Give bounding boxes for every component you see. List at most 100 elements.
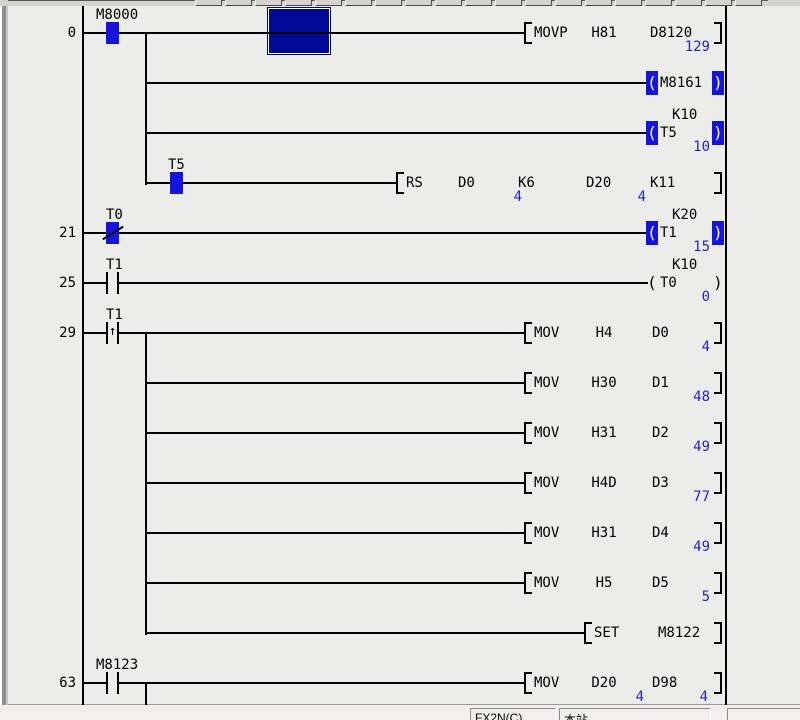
instruction-mnemonic[interactable]: MOV (534, 675, 560, 691)
instruction-operand[interactable]: D20 (586, 175, 612, 191)
coil-open-paren-energized[interactable] (646, 71, 658, 95)
wire-segment (118, 282, 648, 284)
contact-label: M8000 (96, 7, 139, 23)
contact-no[interactable] (106, 272, 119, 294)
instruction-operand[interactable]: H30 (591, 375, 617, 391)
toolbar-button[interactable] (255, 0, 282, 6)
instruction-operand[interactable]: M8122 (658, 625, 701, 641)
instruction-operand[interactable]: D98 (652, 675, 678, 691)
instruction-open-bracket (396, 172, 404, 194)
contact-label: M8123 (96, 657, 139, 673)
coil-close-paren[interactable] (712, 271, 724, 295)
contact-label: T1 (106, 307, 123, 323)
coil-close-paren-energized[interactable] (712, 121, 724, 145)
instruction-open-bracket (524, 472, 532, 494)
rung: 25 T1 K10 T0 0 (0, 256, 800, 306)
instruction-operand[interactable]: K11 (650, 175, 676, 191)
rung: SET M8122 (0, 606, 800, 656)
selection-cursor[interactable] (268, 8, 330, 54)
instruction-operand[interactable]: H4 (595, 325, 613, 341)
instruction-mnemonic[interactable]: MOV (534, 525, 560, 541)
instruction-operand[interactable]: H5 (595, 575, 613, 591)
coil-open-paren-energized[interactable] (646, 121, 658, 145)
coil-device[interactable]: T1 (660, 225, 677, 241)
toolbar-button[interactable] (345, 0, 372, 6)
instruction-operand[interactable]: D3 (652, 475, 669, 491)
toolbar-button[interactable] (645, 0, 672, 6)
instruction-mnemonic[interactable]: MOV (534, 575, 560, 591)
rung: K10 T5 10 (0, 106, 800, 156)
contact-no-energized[interactable] (170, 172, 183, 194)
monitor-value: 129 (684, 39, 710, 55)
rung: T5 RS D0 K6 D20 K11 4 4 (0, 156, 800, 206)
instruction-close-bracket (714, 172, 722, 194)
toolbar-button[interactable] (375, 0, 402, 6)
coil-close-paren-energized[interactable] (712, 71, 724, 95)
toolbar-button[interactable] (495, 0, 522, 6)
toolbar-button[interactable] (195, 0, 222, 6)
instruction-operand[interactable]: D20 (591, 675, 617, 691)
instruction-operand[interactable]: D0 (652, 325, 669, 341)
instruction-operand[interactable]: K6 (518, 175, 535, 191)
instruction-mnemonic[interactable]: RS (406, 175, 423, 191)
instruction-operand[interactable]: D0 (458, 175, 475, 191)
instruction-open-bracket (524, 422, 532, 444)
instruction-operand[interactable]: D5 (652, 575, 669, 591)
instruction-operand[interactable]: H31 (591, 425, 617, 441)
instruction-close-bracket (714, 372, 722, 394)
contact-label: T5 (168, 157, 185, 173)
coil-close-paren-energized[interactable] (712, 221, 724, 245)
contact-label: T0 (106, 207, 123, 223)
toolbar-button[interactable] (615, 0, 642, 6)
instruction-operand[interactable]: H31 (591, 525, 617, 541)
instruction-open-bracket (524, 522, 532, 544)
toolbar-button[interactable] (285, 0, 312, 6)
toolbar-button[interactable] (555, 0, 582, 6)
toolbar-button[interactable] (225, 0, 252, 6)
instruction-mnemonic[interactable]: SET (594, 625, 620, 641)
instruction-mnemonic[interactable]: MOV (534, 325, 560, 341)
coil-device[interactable]: T5 (660, 125, 677, 141)
toolbar-button[interactable] (525, 0, 552, 6)
instruction-operand[interactable]: D8120 (650, 25, 693, 41)
step-number: 21 (59, 225, 76, 241)
contact-nc-energized[interactable] (106, 222, 119, 244)
canvas-bottom-edge (0, 704, 800, 705)
toolbar-button[interactable] (435, 0, 462, 6)
monitor-value: 4 (513, 189, 522, 205)
coil-device[interactable]: T0 (660, 275, 677, 291)
coil-open-paren-energized[interactable] (646, 221, 658, 245)
wire-segment (82, 232, 106, 234)
instruction-operand[interactable]: H81 (591, 25, 617, 41)
instruction-operand[interactable]: D4 (652, 525, 669, 541)
instruction-operand[interactable]: H4D (591, 475, 617, 491)
toolbar-button[interactable] (405, 0, 432, 6)
instruction-operand[interactable]: D2 (652, 425, 669, 441)
toolbar-strip (0, 0, 800, 6)
contact-rising-edge[interactable] (106, 322, 119, 344)
contact-no-energized[interactable] (106, 22, 119, 44)
status-extra-panel (727, 708, 800, 720)
instruction-mnemonic[interactable]: MOVP (534, 25, 568, 41)
monitor-value: 48 (693, 389, 710, 405)
instruction-mnemonic[interactable]: MOV (534, 475, 560, 491)
toolbar-button[interactable] (735, 0, 762, 6)
ladder-symbol-toolbar (195, 0, 767, 6)
wire-segment (145, 132, 648, 134)
instruction-close-bracket (714, 422, 722, 444)
rung: M8161 (0, 56, 800, 106)
toolbar-button[interactable] (675, 0, 702, 6)
toolbar-button[interactable] (465, 0, 492, 6)
contact-label: T1 (106, 257, 123, 273)
toolbar-button[interactable] (585, 0, 612, 6)
instruction-open-bracket (524, 22, 532, 44)
toolbar-button[interactable] (315, 0, 342, 6)
monitor-value: 5 (701, 589, 710, 605)
contact-no[interactable] (106, 672, 119, 694)
coil-device[interactable]: M8161 (660, 75, 703, 91)
monitor-value: 4 (637, 189, 646, 205)
toolbar-button[interactable] (705, 0, 732, 6)
instruction-operand[interactable]: D1 (652, 375, 669, 391)
instruction-mnemonic[interactable]: MOV (534, 375, 560, 391)
instruction-mnemonic[interactable]: MOV (534, 425, 560, 441)
